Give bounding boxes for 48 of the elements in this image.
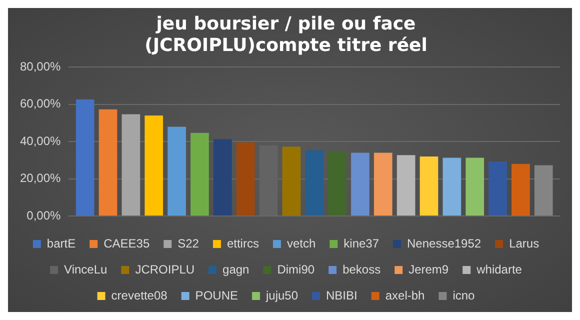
legend-label: Larus xyxy=(509,236,540,250)
bar xyxy=(76,99,94,216)
legend-label: CAEE35 xyxy=(104,236,150,250)
bar xyxy=(466,158,484,216)
bar xyxy=(328,151,346,216)
bar xyxy=(442,158,462,216)
legend-label: icno xyxy=(452,288,476,302)
bar xyxy=(144,116,164,216)
text: jeu boursier / pile ou face xyxy=(156,13,416,34)
bar xyxy=(534,165,553,216)
legend-label: POUNE xyxy=(195,288,238,302)
bar xyxy=(98,109,118,216)
bar xyxy=(282,146,301,216)
bar xyxy=(213,139,232,216)
legend-label: bartE xyxy=(46,236,76,250)
legend-label: Jerem9 xyxy=(408,262,449,276)
legend-label: crevette08 xyxy=(111,288,168,302)
bar xyxy=(305,150,324,216)
bar xyxy=(512,164,530,216)
legend-label: vetch xyxy=(286,236,316,250)
bar xyxy=(122,114,140,216)
legend-label: Dimi90 xyxy=(277,262,315,276)
legend-label: whidarte xyxy=(476,262,522,276)
bar xyxy=(420,156,438,216)
bar xyxy=(488,162,507,216)
legend-label: Nenesse1952 xyxy=(407,236,482,250)
legend-label: ettircs xyxy=(226,236,259,250)
bar xyxy=(168,126,186,216)
y-tick-label: 40,00% xyxy=(20,134,62,148)
legend-label: axel-bh xyxy=(385,288,425,302)
legend-label: JCROIPLU xyxy=(135,262,195,276)
legend-label: gagn xyxy=(222,262,250,276)
legend-label: juju50 xyxy=(264,288,298,302)
legend-label: bekoss xyxy=(342,262,381,276)
y-tick-label: 0,00% xyxy=(26,208,62,222)
bar xyxy=(190,132,209,216)
bar xyxy=(396,155,416,216)
bar xyxy=(374,152,392,216)
y-tick-label: 60,00% xyxy=(20,96,62,111)
y-tick-label: 80,00% xyxy=(20,60,62,74)
y-tick-label: 20,00% xyxy=(20,171,62,186)
legend-label: S22 xyxy=(178,236,200,250)
legend-label: kine37 xyxy=(344,236,380,250)
bar xyxy=(351,152,370,216)
legend-label: NBIBI xyxy=(326,288,358,302)
legend-label: VinceLu xyxy=(64,262,108,276)
text: (JCROIPLU)compte titre réel xyxy=(144,35,428,56)
bar xyxy=(236,142,255,216)
